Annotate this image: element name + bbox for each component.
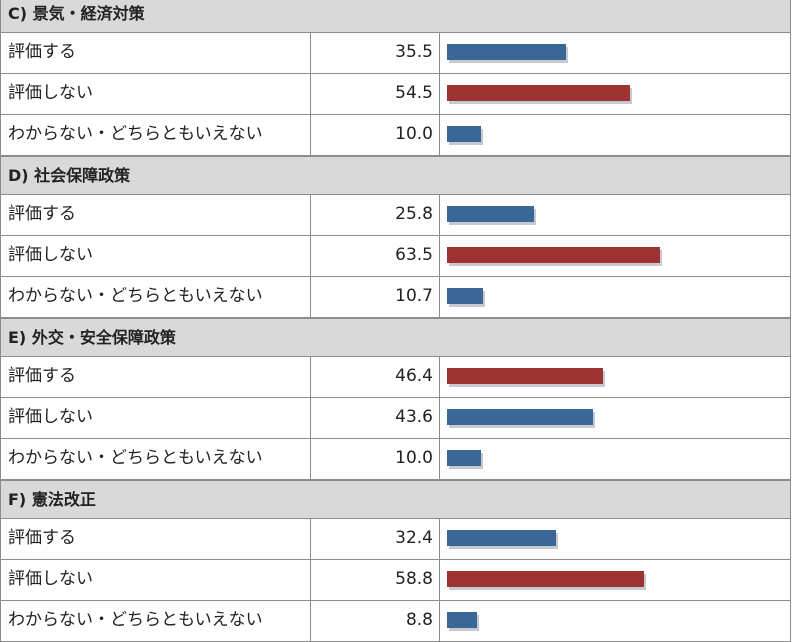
row-value: 25.8 (311, 195, 440, 235)
bar-cell (440, 398, 790, 438)
table-row: 評価しない 63.5 (0, 236, 791, 277)
row-label: わからない・どちらともいえない (1, 601, 311, 641)
row-value: 63.5 (311, 236, 440, 276)
row-value: 8.8 (311, 601, 440, 641)
bar-cell (440, 115, 790, 155)
row-value: 43.6 (311, 398, 440, 438)
value-bar (447, 409, 593, 425)
row-value: 10.7 (311, 277, 440, 317)
row-label: わからない・どちらともいえない (1, 277, 311, 317)
row-label: 評価しない (1, 398, 311, 438)
row-label: 評価する (1, 519, 311, 559)
row-value: 10.0 (311, 115, 440, 155)
table-row: 評価する 46.4 (0, 357, 791, 398)
row-value: 58.8 (311, 560, 440, 600)
row-value: 10.0 (311, 439, 440, 479)
value-bar (447, 85, 630, 101)
section-header: E) 外交・安全保障政策 (0, 318, 791, 357)
row-value: 32.4 (311, 519, 440, 559)
bar-cell (440, 236, 790, 276)
bar-cell (440, 519, 790, 559)
section-header: C) 景気・経済対策 (0, 0, 791, 33)
row-label: 評価しない (1, 236, 311, 276)
section-header: D) 社会保障政策 (0, 156, 791, 195)
row-value: 35.5 (311, 33, 440, 73)
value-bar (447, 530, 556, 546)
row-label: 評価する (1, 195, 311, 235)
table-row: 評価する 25.8 (0, 195, 791, 236)
bar-cell (440, 74, 790, 114)
value-bar (447, 571, 644, 587)
row-label: 評価しない (1, 560, 311, 600)
value-bar (447, 206, 534, 222)
table-row: わからない・どちらともいえない 10.0 (0, 439, 791, 480)
section-header: F) 憲法改正 (0, 480, 791, 519)
row-label: わからない・どちらともいえない (1, 115, 311, 155)
table-row: 評価しない 43.6 (0, 398, 791, 439)
value-bar (447, 450, 481, 466)
row-label: 評価する (1, 33, 311, 73)
bar-cell (440, 601, 790, 641)
bar-cell (440, 439, 790, 479)
value-bar (447, 612, 477, 628)
row-label: 評価しない (1, 74, 311, 114)
value-bar (447, 44, 566, 60)
table-row: わからない・どちらともいえない 8.8 (0, 601, 791, 642)
table-row: 評価する 35.5 (0, 33, 791, 74)
table-row: わからない・どちらともいえない 10.0 (0, 115, 791, 156)
value-bar (447, 288, 483, 304)
table-row: 評価する 32.4 (0, 519, 791, 560)
bar-cell (440, 33, 790, 73)
value-bar (447, 368, 603, 384)
row-label: わからない・どちらともいえない (1, 439, 311, 479)
bar-cell (440, 560, 790, 600)
bar-cell (440, 357, 790, 397)
value-bar (447, 247, 660, 263)
table-row: わからない・どちらともいえない 10.7 (0, 277, 791, 318)
row-label: 評価する (1, 357, 311, 397)
table-row: 評価しない 58.8 (0, 560, 791, 601)
table-row: 評価しない 54.5 (0, 74, 791, 115)
bar-cell (440, 277, 790, 317)
value-bar (447, 126, 481, 142)
row-value: 54.5 (311, 74, 440, 114)
bar-cell (440, 195, 790, 235)
row-value: 46.4 (311, 357, 440, 397)
